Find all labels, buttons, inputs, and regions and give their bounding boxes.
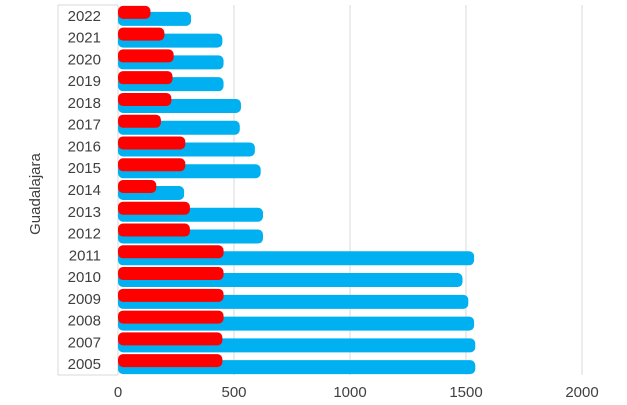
bar-series2-2018: [118, 92, 172, 106]
grid-lines: [233, 5, 583, 375]
bar-series2-2012: [118, 223, 190, 237]
x-tick-labels: 0 500 1000 1500 2000: [114, 384, 599, 401]
x-tick-label-1500: 1500: [449, 384, 482, 401]
category-label-2009: 2009: [68, 291, 101, 308]
bar-series2-2019: [118, 71, 173, 85]
category-label-2012: 2012: [68, 226, 101, 243]
category-labels: 2022 2021 2020 2019 2018 2017 2016 2015 2014 2013…: [68, 8, 101, 373]
bar-series2-2020: [118, 49, 174, 63]
category-label-2018: 2018: [68, 95, 101, 112]
category-label-2021: 2021: [68, 30, 101, 47]
x-tick-label-0: 0: [114, 384, 122, 401]
category-label-2022: 2022: [68, 8, 101, 25]
bar-series2-2009: [118, 288, 224, 302]
x-tick-label-2000: 2000: [565, 384, 598, 401]
bar-series2-2008: [118, 310, 224, 324]
bar-series2-2011: [118, 245, 224, 259]
category-label-2007: 2007: [68, 334, 101, 351]
bar-series2-2010: [118, 267, 224, 281]
bar-series2-2013: [118, 201, 190, 215]
bar-series2-2021: [118, 27, 165, 41]
bar-series2-2007: [118, 332, 223, 346]
bar-series2-2005: [118, 354, 223, 368]
x-tick-label-1000: 1000: [333, 384, 366, 401]
category-label-2011: 2011: [69, 247, 101, 264]
category-label-2008: 2008: [68, 313, 101, 330]
bar-series2-2015: [118, 158, 186, 172]
category-label-2017: 2017: [68, 117, 101, 134]
category-label-2019: 2019: [68, 73, 101, 90]
category-label-2016: 2016: [68, 138, 101, 155]
bars: [118, 5, 476, 375]
category-bracket: [57, 4, 119, 376]
category-label-2013: 2013: [68, 204, 101, 221]
group-label: Guadalajara: [27, 152, 44, 234]
bar-series2-2014: [118, 180, 157, 193]
category-label-2015: 2015: [68, 160, 101, 177]
category-label-2020: 2020: [68, 51, 101, 68]
category-label-2005: 2005: [68, 356, 101, 373]
bar-series2-2022: [118, 5, 151, 19]
category-label-2010: 2010: [68, 269, 101, 286]
bar-series2-2016: [118, 136, 186, 150]
bar-series2-2017: [118, 114, 161, 128]
x-tick-label-500: 500: [221, 384, 246, 401]
category-label-2014: 2014: [68, 182, 101, 199]
